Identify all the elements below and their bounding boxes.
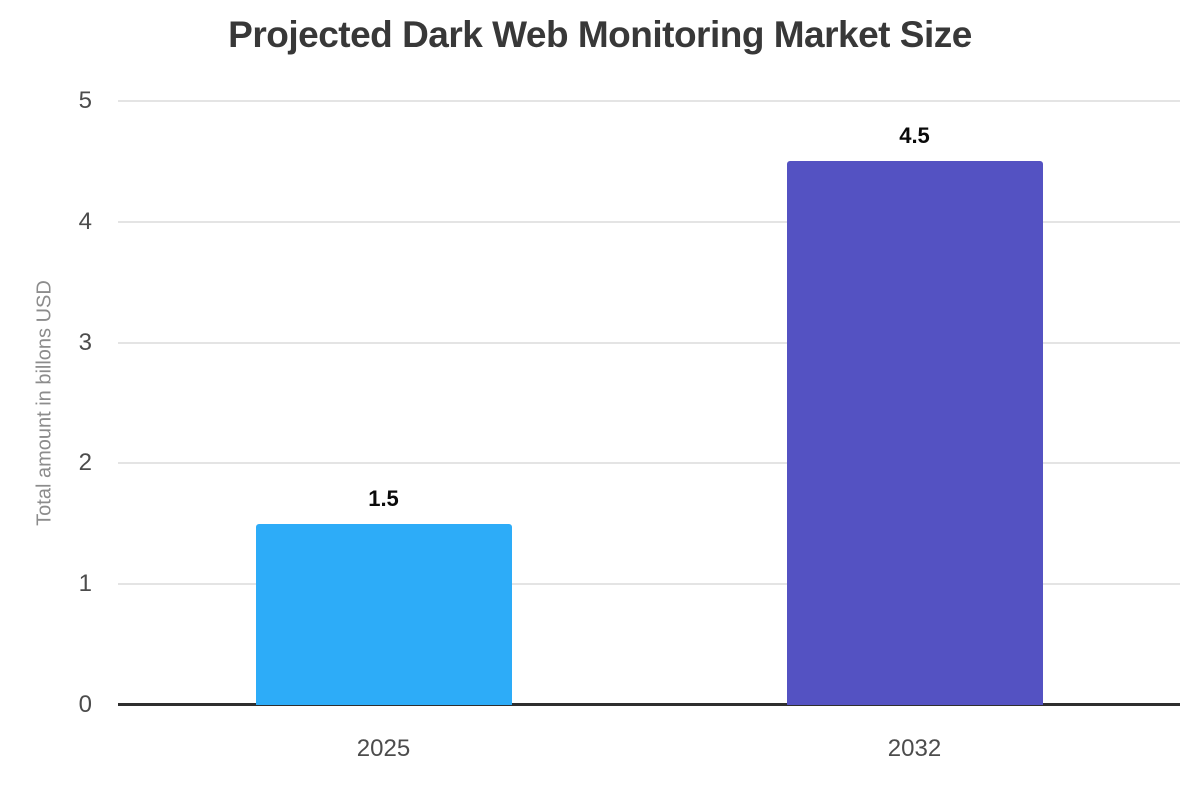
y-tick-label-2: 2 bbox=[78, 449, 92, 477]
plot-area: 1.5 4.5 bbox=[118, 100, 1180, 706]
y-tick-label-5: 5 bbox=[78, 87, 92, 114]
y-tick-label-1: 1 bbox=[78, 570, 92, 598]
gridline-y-1 bbox=[118, 583, 1180, 586]
gridline-y-2 bbox=[118, 462, 1180, 465]
gridline-y-5 bbox=[118, 100, 1180, 102]
y-tick-label-0: 0 bbox=[78, 691, 92, 718]
x-tick-label-2032: 2032 bbox=[887, 735, 942, 762]
chart-title: Projected Dark Web Monitoring Market Siz… bbox=[228, 14, 972, 55]
gridline-y-4 bbox=[118, 220, 1180, 223]
x-tick-label-2025: 2025 bbox=[356, 735, 411, 762]
y-tick-label-4: 4 bbox=[78, 207, 92, 235]
y-axis-label: Total amount in billons USD bbox=[33, 280, 56, 526]
bar-2032[interactable] bbox=[787, 161, 1043, 705]
y-tick-label-3: 3 bbox=[78, 328, 92, 356]
bar-value-label-2025: 1.5 bbox=[368, 486, 399, 511]
bar-2025[interactable] bbox=[256, 524, 512, 705]
bar-value-label-2032: 4.5 bbox=[899, 123, 930, 148]
gridline-y-3 bbox=[118, 341, 1180, 344]
x-axis-line bbox=[118, 703, 1180, 706]
